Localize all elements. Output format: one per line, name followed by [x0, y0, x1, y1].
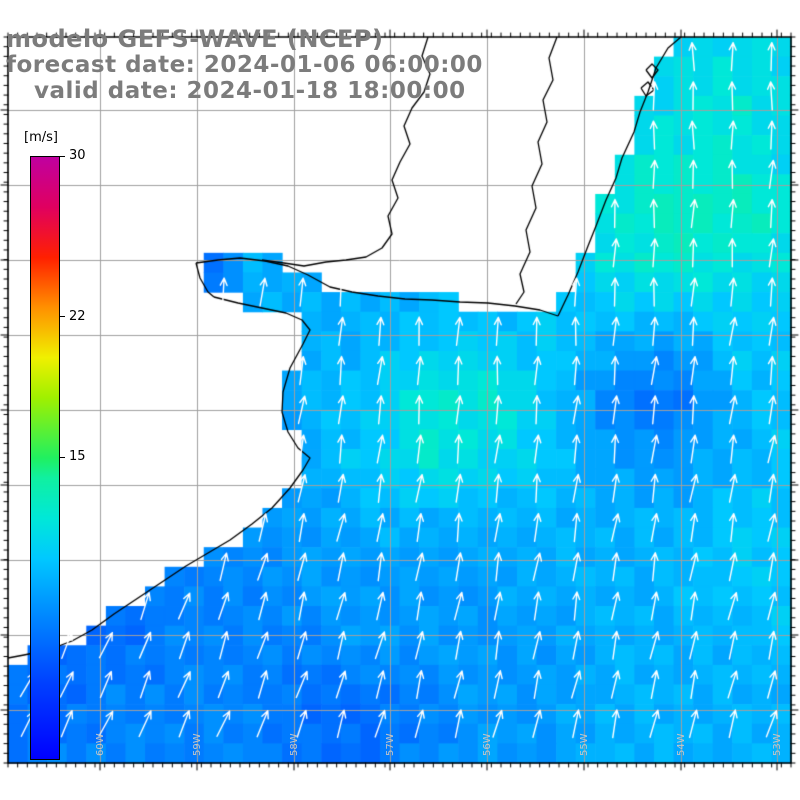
- lon-label: 60W: [95, 733, 106, 756]
- lon-label: 57W: [385, 733, 396, 756]
- lon-label: 54W: [676, 733, 687, 756]
- valid-date-label: valid date: 2024-01-18 18:00:00: [34, 78, 466, 104]
- model-title: modelo GEFS-WAVE (NCEP): [6, 25, 384, 53]
- lon-label: 59W: [192, 733, 203, 756]
- lon-label: 53W: [772, 733, 783, 756]
- lon-label: 56W: [482, 733, 493, 756]
- forecast-date-label: forecast date: 2024-01-06 06:00:00: [6, 52, 483, 78]
- lon-label: 58W: [289, 733, 300, 756]
- lon-label: 55W: [579, 733, 590, 756]
